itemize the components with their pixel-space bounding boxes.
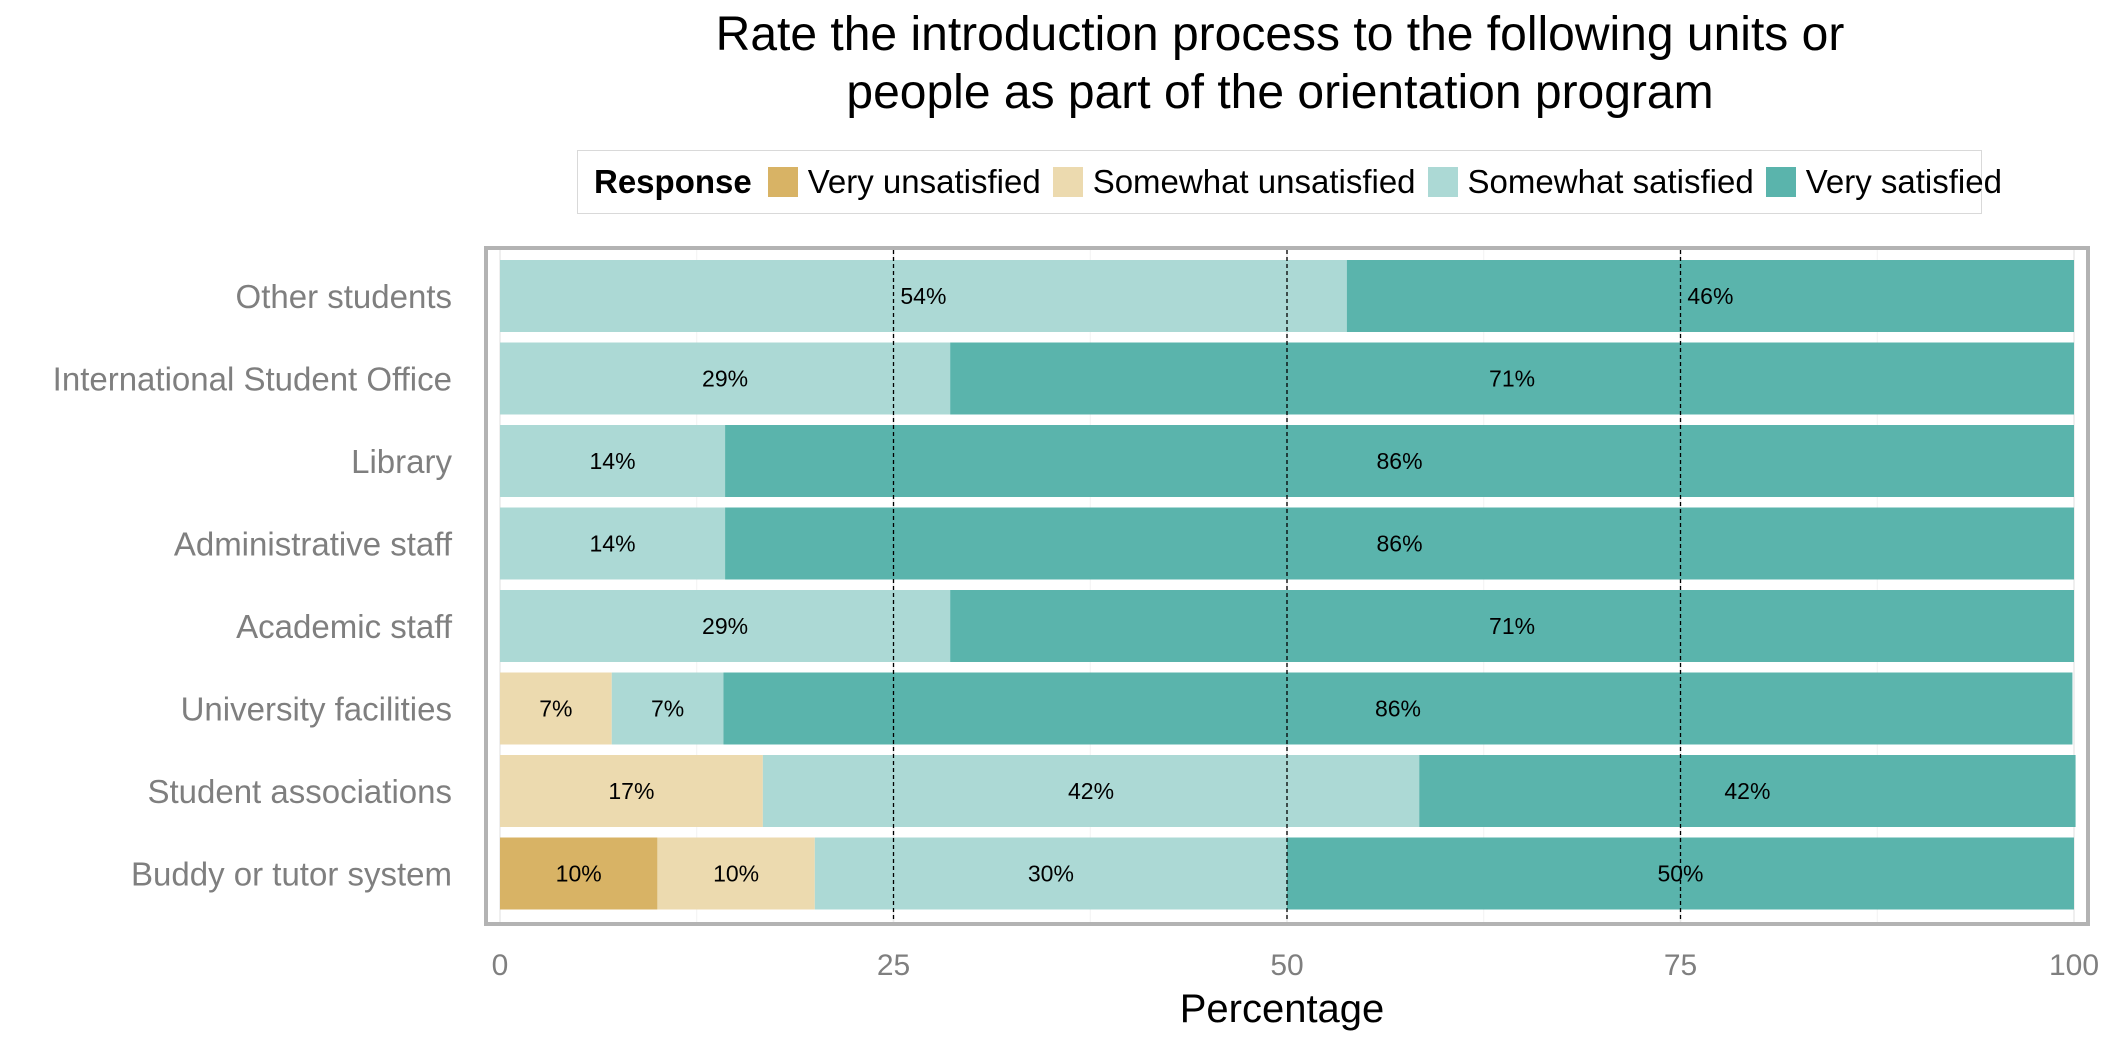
bar-student-associations-somewhat-satisfied: [762, 755, 1420, 827]
x-axis-title: Percentage: [1180, 987, 1385, 1031]
y-label-university-facilities: University facilities: [181, 691, 452, 728]
data-label-international-student-office-very-satisfied: 71%: [1489, 366, 1535, 392]
y-label-buddy-or-tutor-system: Buddy or tutor system: [131, 856, 452, 893]
x-axis-tick-labels: 0 25 50 75 100: [492, 949, 2099, 982]
legend: Response Very unsatisfied Somewhat unsat…: [577, 150, 2002, 214]
bar-academic-staff-very-satisfied: [950, 590, 2074, 662]
chart-title-line-2: people as part of the orientation progra…: [846, 66, 1714, 119]
bar-student-associations-very-satisfied: [1419, 755, 2076, 827]
y-label-other-students: Other students: [236, 278, 452, 315]
bar-university-facilities-somewhat-unsatisfied: [500, 672, 612, 745]
bar-academic-staff-somewhat-satisfied: [500, 590, 951, 662]
data-label-academic-staff-somewhat-satisfied: 29%: [702, 613, 748, 639]
data-label-buddy-or-tutor-system-very-unsatisfied: 10%: [556, 861, 602, 887]
data-label-university-facilities-somewhat-satisfied: 7%: [651, 696, 684, 722]
data-label-academic-staff-very-satisfied: 71%: [1489, 613, 1535, 639]
data-label-international-student-office-somewhat-satisfied: 29%: [702, 366, 748, 392]
legend-label-somewhat-satisfied: Somewhat satisfied: [1467, 163, 1754, 200]
bar-administrative-staff-very-satisfied: [725, 507, 2074, 580]
x-tick-label-100: 100: [2049, 949, 2099, 982]
bar-university-facilities-very-satisfied: [723, 672, 2073, 745]
x-tick-label-75: 75: [1664, 949, 1697, 982]
legend-item-somewhat-satisfied: Somewhat satisfied: [1427, 163, 1754, 201]
data-label-administrative-staff-somewhat-satisfied: 14%: [590, 531, 636, 557]
chart-title: Rate the introduction process to the fol…: [580, 6, 1980, 122]
bar-buddy-or-tutor-system-very-unsatisfied: [500, 837, 658, 910]
y-label-international-student-office: International Student Office: [53, 361, 452, 398]
legend-label-somewhat-unsatisfied: Somewhat unsatisfied: [1092, 163, 1416, 200]
legend-swatch-somewhat-unsatisfied: [1052, 167, 1083, 197]
data-labels: 54% 46% 29% 71% 14% 86% 14% 86% 29% 71% 7% 7% 86% 17%…: [539, 283, 1770, 887]
panel-border: [484, 246, 2090, 926]
panel-frame: [484, 246, 2090, 926]
reference-lines: [892, 250, 1682, 922]
data-label-university-facilities-somewhat-unsatisfied: 7%: [539, 696, 572, 722]
bar-international-student-office-somewhat-satisfied: [500, 342, 951, 415]
legend-item-very-satisfied: Very satisfied: [1765, 163, 2002, 201]
chart-title-line-1: Rate the introduction process to the fol…: [715, 8, 1845, 61]
bar-other-students-somewhat-satisfied: [500, 260, 1347, 332]
x-tick-label-0: 0: [492, 949, 509, 982]
data-label-library-very-satisfied: 86%: [1377, 448, 1423, 474]
data-label-student-associations-very-satisfied: 42%: [1724, 778, 1770, 804]
bar-buddy-or-tutor-system-somewhat-unsatisfied: [657, 837, 815, 910]
data-label-other-students-somewhat-satisfied: 54%: [900, 283, 946, 309]
legend-swatch-very-satisfied: [1765, 167, 1796, 197]
data-label-buddy-or-tutor-system-somewhat-unsatisfied: 10%: [713, 861, 759, 887]
y-label-student-associations: Student associations: [147, 773, 452, 810]
legend-label-very-satisfied: Very satisfied: [1805, 163, 2002, 200]
bar-library-very-satisfied: [725, 425, 2074, 497]
bar-student-associations-somewhat-unsatisfied: [500, 755, 763, 827]
bar-international-student-office-very-satisfied: [950, 342, 2074, 415]
data-label-administrative-staff-very-satisfied: 86%: [1377, 531, 1423, 557]
legend-swatch-very-unsatisfied: [767, 167, 798, 197]
data-label-student-associations-somewhat-unsatisfied: 17%: [608, 778, 654, 804]
bar-administrative-staff-somewhat-satisfied: [500, 507, 726, 580]
y-label-library: Library: [351, 443, 452, 480]
data-label-buddy-or-tutor-system-very-satisfied: 50%: [1657, 861, 1703, 887]
bar-university-facilities-somewhat-satisfied: [611, 672, 724, 745]
x-tick-label-50: 50: [1270, 949, 1303, 982]
data-label-other-students-very-satisfied: 46%: [1687, 283, 1733, 309]
data-label-buddy-or-tutor-system-somewhat-satisfied: 30%: [1028, 861, 1074, 887]
bars: [500, 260, 2076, 910]
data-label-library-somewhat-satisfied: 14%: [590, 448, 636, 474]
legend-swatch-somewhat-satisfied: [1427, 167, 1458, 197]
legend-title: Response: [594, 163, 752, 200]
y-label-administrative-staff: Administrative staff: [174, 526, 453, 563]
data-label-student-associations-somewhat-satisfied: 42%: [1068, 778, 1114, 804]
legend-item-somewhat-unsatisfied: Somewhat unsatisfied: [1052, 163, 1416, 201]
y-label-academic-staff: Academic staff: [236, 608, 453, 645]
data-label-university-facilities-very-satisfied: 86%: [1375, 696, 1421, 722]
y-axis-labels: Other students International Student Offi…: [53, 278, 453, 893]
x-tick-label-25: 25: [877, 949, 910, 982]
legend-item-very-unsatisfied: Very unsatisfied: [767, 163, 1041, 201]
bar-other-students-very-satisfied: [1346, 260, 2074, 332]
bar-library-somewhat-satisfied: [500, 425, 726, 497]
legend-label-very-unsatisfied: Very unsatisfied: [807, 163, 1041, 200]
